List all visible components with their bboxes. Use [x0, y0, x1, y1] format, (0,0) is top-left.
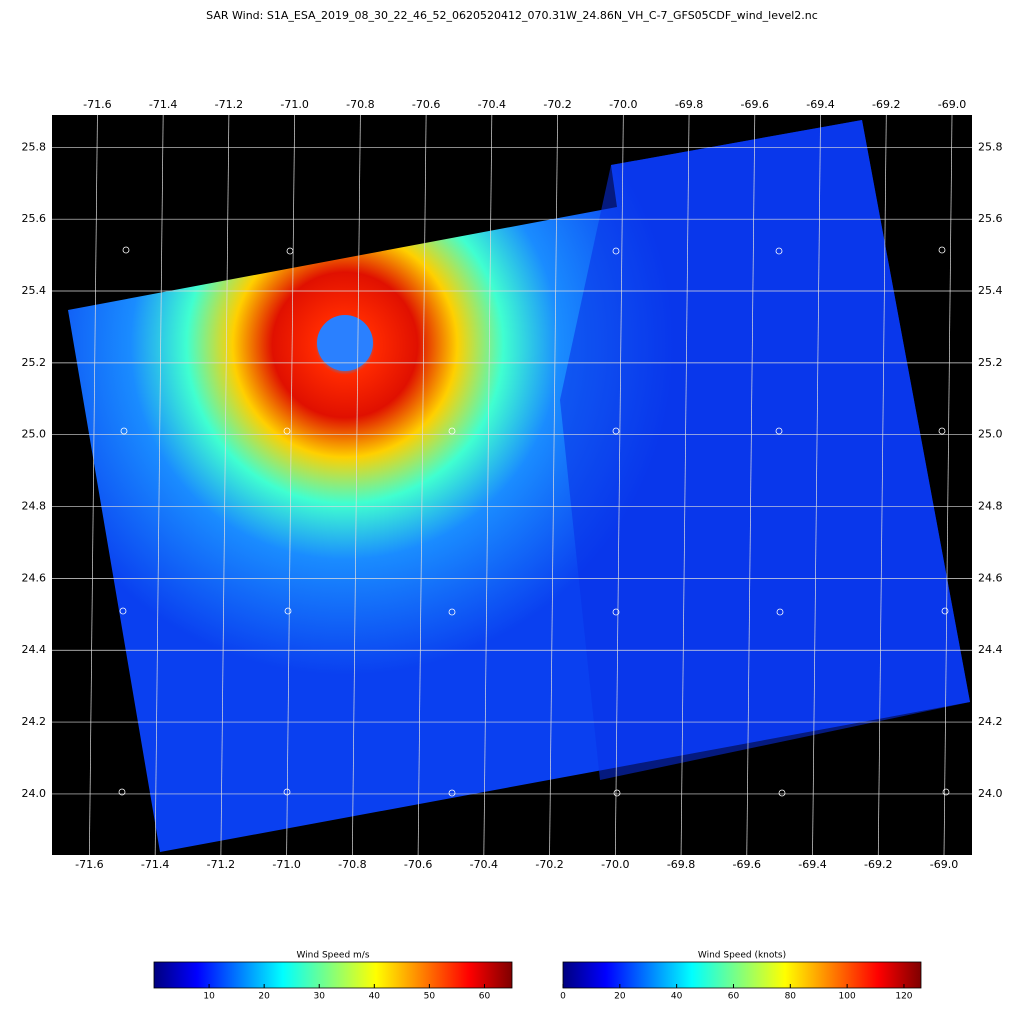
lon-grid-line: [286, 114, 295, 856]
lon-label-bottom: -70.0: [601, 858, 629, 871]
colorbar-tick-label: 80: [785, 992, 797, 1002]
lat-label-left: 25.4: [22, 284, 47, 297]
lat-label-left: 24.2: [22, 715, 47, 728]
lat-label-left: 25.2: [22, 356, 47, 369]
wind-barbs: [118, 246, 950, 797]
lon-label-bottom: -71.0: [272, 858, 300, 871]
eye: [317, 315, 373, 371]
lat-label-left: 25.6: [22, 212, 47, 225]
lon-grid-line: [746, 114, 756, 856]
colorbars: Wind Speed m/s 10 20 30 40 50 60 Wind Speed (kn…: [153, 951, 922, 1002]
lon-label-top: -69.8: [675, 98, 703, 111]
lat-label-right: 25.4: [978, 284, 1003, 297]
lon-grid-line: [614, 114, 624, 856]
lon-grid-line: [154, 114, 164, 856]
lat-label-right: 25.6: [978, 212, 1003, 225]
lon-grid-line: [549, 114, 558, 856]
lat-label-right: 24.0: [978, 787, 1003, 800]
lon-label-top: -71.0: [280, 98, 308, 111]
lat-label-right: 25.2: [978, 356, 1003, 369]
colorbar-tick-label: 30: [314, 992, 326, 1002]
lon-label-top: -70.6: [412, 98, 440, 111]
lat-label-right: 25.0: [978, 428, 1003, 441]
lat-label-left: 25.8: [22, 140, 47, 153]
lat-label-right: 24.6: [978, 571, 1003, 584]
lat-label-left: 24.4: [22, 643, 47, 656]
lon-grid-line: [417, 114, 427, 856]
lon-label-bottom: -69.6: [733, 858, 761, 871]
grid: -71.6 -71.6 -71.4 -71.4 -71.2 -71.2 -71.0 -71.0…: [22, 98, 1003, 871]
lon-label-bottom: -69.8: [667, 858, 695, 871]
colorbar-tick-label: 0: [560, 992, 566, 1002]
lon-label-bottom: -71.6: [75, 858, 103, 871]
lon-label-bottom: -70.4: [470, 858, 498, 871]
lon-label-bottom: -69.4: [798, 858, 826, 871]
title: SAR Wind: S1A_ESA_2019_08_30_22_46_52_06…: [206, 9, 818, 22]
lon-label-top: -71.2: [215, 98, 243, 111]
lon-label-bottom: -70.6: [404, 858, 432, 871]
colorbar-tick-label: 40: [369, 992, 381, 1002]
colorbar-tick-label: 40: [671, 992, 683, 1002]
lat-label-left: 25.0: [22, 428, 47, 441]
lon-label-top: -71.6: [83, 98, 111, 111]
colorbar: [562, 961, 922, 989]
lon-label-top: -70.2: [543, 98, 571, 111]
lon-label-bottom: -71.2: [207, 858, 235, 871]
lon-label-bottom: -70.8: [338, 858, 366, 871]
lat-label-right: 25.8: [978, 140, 1003, 153]
lat-label-right: 24.2: [978, 715, 1003, 728]
lon-grid-line: [483, 114, 493, 856]
lon-grid-line: [352, 114, 361, 856]
colorbar-title: Wind Speed (knots): [698, 951, 786, 961]
lon-grid-line: [943, 114, 953, 856]
lon-label-top: -70.8: [346, 98, 374, 111]
lat-label-left: 24.8: [22, 500, 47, 513]
colorbar-tick-label: 100: [839, 992, 856, 1002]
lon-label-bottom: -71.4: [141, 858, 169, 871]
lon-grid-line: [680, 114, 690, 856]
colorbar-tick-label: 60: [479, 992, 491, 1002]
lon-label-bottom: -69.2: [864, 858, 892, 871]
lon-grid-line: [220, 114, 230, 856]
colorbar-tick-label: 60: [728, 992, 740, 1002]
lat-label-right: 24.8: [978, 500, 1003, 513]
lon-label-top: -70.0: [609, 98, 637, 111]
lon-label-top: -70.4: [478, 98, 506, 111]
lon-label-top: -69.2: [872, 98, 900, 111]
colorbar-title: Wind Speed m/s: [296, 951, 369, 961]
lon-grid-line: [877, 114, 887, 856]
lon-label-top: -69.4: [806, 98, 834, 111]
colorbar: [153, 961, 513, 989]
lon-label-bottom: -69.0: [930, 858, 958, 871]
lon-grid-line: [89, 114, 98, 856]
swath-group: [68, 120, 970, 852]
lat-label-right: 24.4: [978, 643, 1003, 656]
lat-label-left: 24.0: [22, 787, 47, 800]
lon-label-top: -71.4: [149, 98, 177, 111]
swath-east: [560, 120, 970, 780]
lon-label-top: -69.6: [741, 98, 769, 111]
colorbar-tick-label: 120: [895, 992, 912, 1002]
colorbar-tick-label: 20: [614, 992, 626, 1002]
colorbar-tick-label: 10: [203, 992, 215, 1002]
colorbar-tick-label: 50: [424, 992, 436, 1002]
lon-label-bottom: -70.2: [535, 858, 563, 871]
lon-grid-line: [812, 114, 821, 856]
lon-label-top: -69.0: [938, 98, 966, 111]
lat-label-left: 24.6: [22, 571, 47, 584]
colorbar-tick-label: 20: [258, 992, 270, 1002]
